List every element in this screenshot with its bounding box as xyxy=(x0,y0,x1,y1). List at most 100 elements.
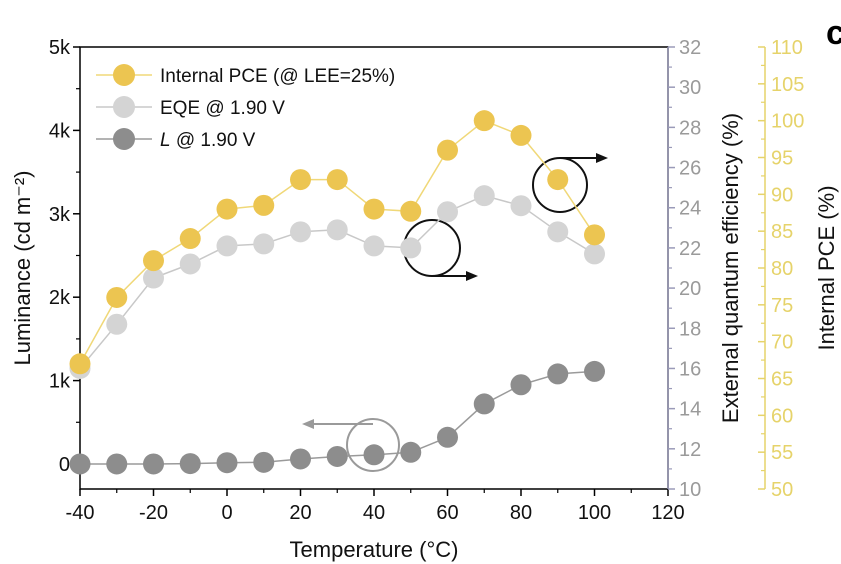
pce-tick-label: 105 xyxy=(771,74,804,96)
data-point-pce xyxy=(69,353,91,375)
legend-marker-pce xyxy=(113,64,135,86)
data-point-eqe xyxy=(253,233,275,255)
pce-tick-label: 95 xyxy=(771,148,793,170)
pce-axis-ticks: 50 55 60 65 70 75 80 85 90 95 100 105 110 xyxy=(758,37,804,501)
pce-tick-label: 100 xyxy=(771,111,804,133)
x-tick-label: 80 xyxy=(510,502,532,524)
x-axis-ticks: -40 -20 0 20 40 60 80 100 120 xyxy=(66,489,685,524)
data-point-lum xyxy=(143,453,164,475)
eqe-annotation-arrowhead xyxy=(466,271,478,281)
x-tick-label: 120 xyxy=(651,502,684,524)
data-point-eqe xyxy=(363,235,385,257)
data-point-eqe xyxy=(290,221,311,243)
series-layer xyxy=(69,110,605,475)
x-tick-label: 40 xyxy=(363,502,385,524)
pce-tick-label: 80 xyxy=(771,258,793,280)
data-point-lum xyxy=(584,360,605,382)
data-point-pce xyxy=(473,110,495,132)
left-axis-label: Luminance (cd m⁻²) xyxy=(10,170,35,365)
data-point-pce xyxy=(547,169,569,191)
annotations xyxy=(302,153,608,472)
data-point-pce xyxy=(290,169,311,191)
data-point-lum xyxy=(400,441,422,463)
legend-label-eqe: EQE @ 1.90 V xyxy=(160,98,285,119)
x-tick-label: -20 xyxy=(139,502,168,524)
data-point-eqe xyxy=(400,237,422,259)
pce-axis-label: Internal PCE (%) xyxy=(814,185,839,350)
pce-annotation-arrowhead xyxy=(596,153,608,163)
pce-tick-label: 60 xyxy=(771,405,793,427)
legend-label-lum-italic: L xyxy=(160,130,171,151)
data-point-lum xyxy=(547,363,569,385)
eqe-tick-label: 16 xyxy=(679,358,701,380)
data-point-lum xyxy=(510,374,532,396)
data-point-pce xyxy=(253,194,275,216)
series-line-pce xyxy=(79,119,596,365)
data-point-pce xyxy=(400,200,422,222)
data-point-eqe xyxy=(216,235,238,257)
legend-label-pce: Internal PCE (@ LEE=25%) xyxy=(160,66,395,87)
x-tick-label: 0 xyxy=(221,502,232,524)
eqe-tick-label: 32 xyxy=(679,37,701,59)
eqe-tick-label: 18 xyxy=(679,318,701,340)
panel-label: c xyxy=(826,14,841,52)
data-point-pce xyxy=(584,224,605,246)
eqe-tick-label: 28 xyxy=(679,117,701,139)
data-point-lum xyxy=(216,452,238,474)
eqe-tick-label: 22 xyxy=(679,238,701,260)
x-axis-label: Temperature (°C) xyxy=(290,537,459,562)
legend-label-lum: L @ 1.90 V xyxy=(160,130,256,151)
lum-annotation-arrowhead xyxy=(302,419,314,429)
data-point-eqe xyxy=(437,201,458,223)
data-point-pce xyxy=(106,286,128,308)
data-point-eqe xyxy=(547,221,569,243)
data-point-lum xyxy=(290,448,311,470)
series-eqe xyxy=(69,185,605,379)
data-point-pce xyxy=(179,228,201,250)
eqe-axis-ticks: 10 12 14 16 18 20 22 24 26 28 30 32 xyxy=(668,37,701,501)
data-point-lum xyxy=(253,451,275,473)
legend-item-pce: Internal PCE (@ LEE=25%) xyxy=(96,64,395,87)
data-point-lum xyxy=(106,453,128,475)
data-point-lum xyxy=(473,393,495,415)
data-point-pce xyxy=(510,124,532,146)
eqe-tick-label: 12 xyxy=(679,439,701,461)
lum-annotation-circle xyxy=(346,418,400,472)
x-tick-label: 60 xyxy=(436,502,458,524)
data-point-pce xyxy=(437,139,458,161)
eqe-tick-label: 24 xyxy=(679,198,701,220)
x-tick-label: 20 xyxy=(289,502,311,524)
eqe-tick-label: 14 xyxy=(679,399,701,421)
left-tick-label: 2k xyxy=(49,287,71,309)
legend: Internal PCE (@ LEE=25%) EQE @ 1.90 V L … xyxy=(96,64,395,151)
left-tick-label: 5k xyxy=(49,37,71,59)
left-tick-label: 3k xyxy=(49,204,71,226)
data-point-lum xyxy=(326,445,348,467)
legend-marker-eqe xyxy=(113,96,135,118)
data-point-eqe xyxy=(584,243,605,265)
series-lum xyxy=(69,360,605,475)
pce-tick-label: 110 xyxy=(771,37,803,59)
eqe-tick-label: 20 xyxy=(679,278,701,300)
left-axis-ticks: 0 1k 2k 3k 4k 5k xyxy=(49,37,80,476)
data-point-eqe xyxy=(106,313,128,335)
pce-tick-label: 65 xyxy=(771,369,793,391)
pce-tick-label: 90 xyxy=(771,184,793,206)
data-point-pce xyxy=(326,169,348,191)
legend-label-lum-rest: @ 1.90 V xyxy=(171,130,256,151)
legend-item-lum: L @ 1.90 V xyxy=(96,128,256,151)
data-point-eqe xyxy=(510,195,532,217)
data-point-pce xyxy=(143,250,164,272)
left-tick-label: 1k xyxy=(49,371,71,393)
data-point-pce xyxy=(363,198,385,220)
data-point-eqe xyxy=(473,185,495,207)
data-point-eqe xyxy=(326,219,348,241)
left-tick-label: 0 xyxy=(59,454,70,476)
data-point-lum xyxy=(69,453,91,475)
x-tick-label: 100 xyxy=(578,502,611,524)
legend-marker-lum xyxy=(113,128,135,150)
data-point-eqe xyxy=(143,267,164,289)
pce-tick-label: 55 xyxy=(771,442,793,464)
x-tick-label: -40 xyxy=(66,502,95,524)
